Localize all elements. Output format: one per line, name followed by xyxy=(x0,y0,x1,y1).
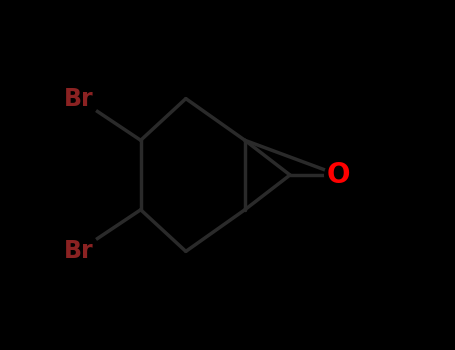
Circle shape xyxy=(57,78,99,119)
Text: Br: Br xyxy=(63,239,93,264)
Circle shape xyxy=(57,231,99,272)
Circle shape xyxy=(325,161,353,189)
Text: Br: Br xyxy=(63,86,93,111)
Text: O: O xyxy=(327,161,350,189)
